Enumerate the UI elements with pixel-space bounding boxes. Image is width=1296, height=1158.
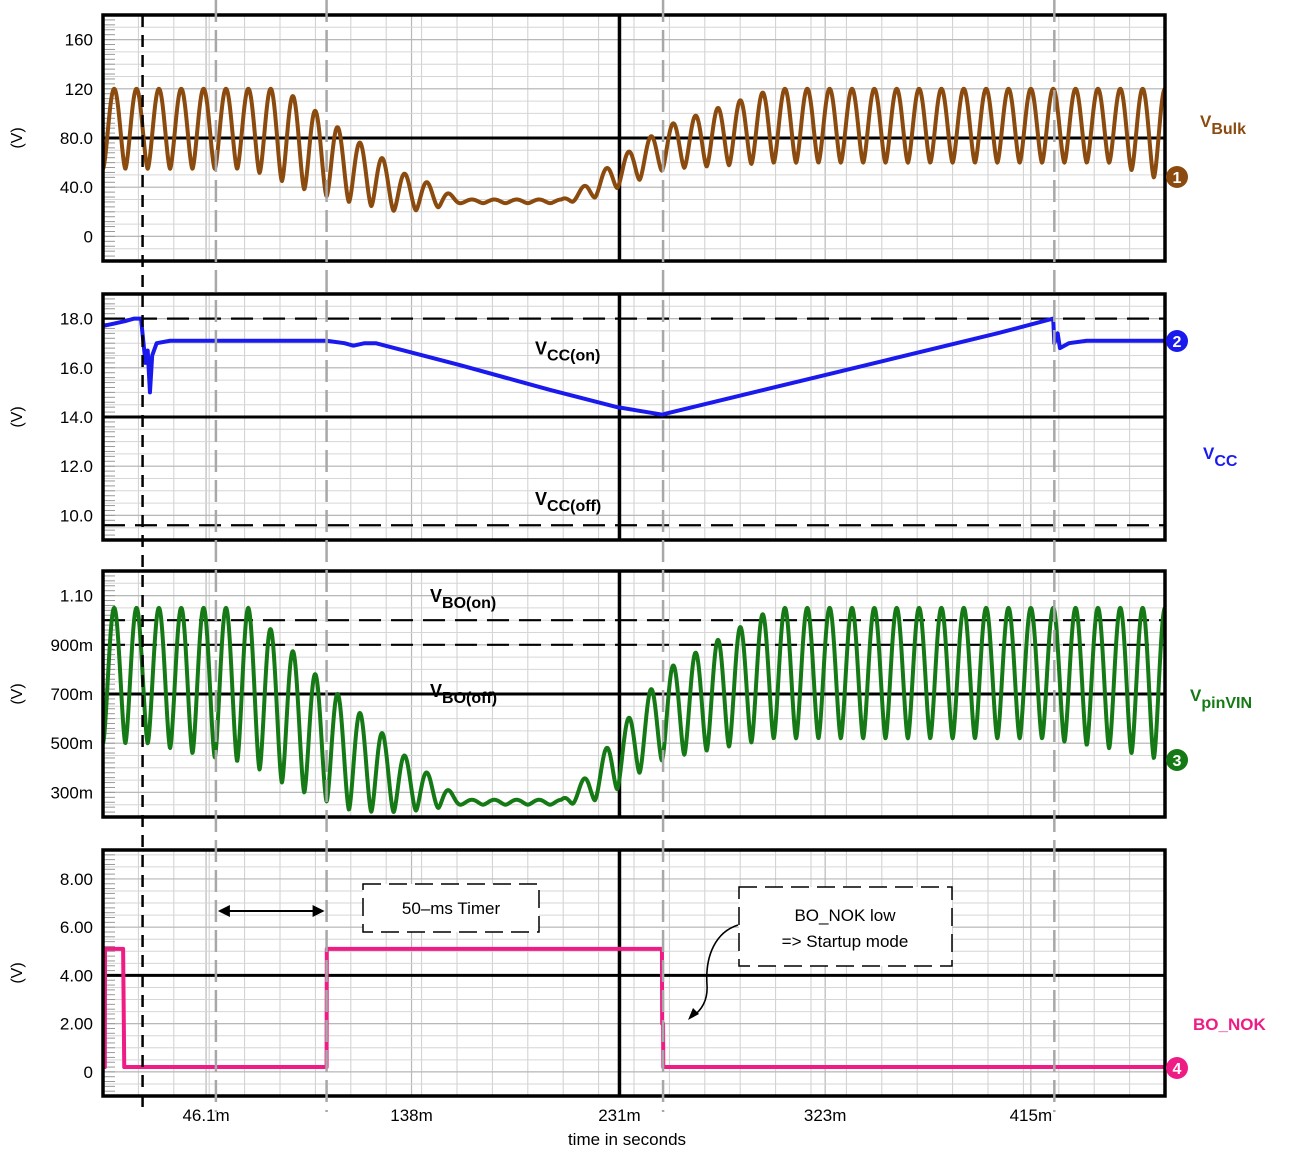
y-tick-label: 40.0 bbox=[60, 178, 93, 197]
x-tick-label: 323m bbox=[804, 1106, 847, 1125]
threshold-label: VBO(on) bbox=[430, 586, 496, 612]
channel-marker bbox=[1166, 330, 1188, 352]
threshold-label: VCC(on) bbox=[535, 339, 600, 365]
y-tick-label: 0 bbox=[84, 1063, 93, 1082]
x-axis-label: time in seconds bbox=[568, 1130, 686, 1149]
x-tick-label: 231m bbox=[598, 1106, 641, 1125]
signal-label-sub: pinVIN bbox=[1201, 695, 1252, 712]
channel-marker bbox=[1166, 166, 1188, 188]
y-tick-label: 0 bbox=[84, 227, 93, 246]
y-tick-label: 14.0 bbox=[60, 408, 93, 427]
startup-callout-arrowhead bbox=[688, 1008, 699, 1020]
threshold-label-sub: CC(off) bbox=[547, 498, 601, 515]
threshold-label-main: V bbox=[535, 339, 547, 359]
threshold-label-sub: BO(off) bbox=[442, 690, 497, 707]
startup-callout-line2: => Startup mode bbox=[782, 932, 909, 951]
y-tick-label: 700m bbox=[50, 685, 93, 704]
threshold-label-main: V bbox=[430, 681, 442, 701]
series-vbulk bbox=[101, 86, 1167, 213]
y-tick-label: 500m bbox=[50, 734, 93, 753]
y-tick-label: 300m bbox=[50, 783, 93, 802]
panel-vbulk: 160 120 80.0 40.0 0 (V) VBulk 1 bbox=[9, 13, 1246, 263]
y-tick-label: 12.0 bbox=[60, 457, 93, 476]
channel-marker-number: 3 bbox=[1173, 753, 1182, 770]
channel-marker-number: 1 bbox=[1173, 170, 1182, 187]
signal-label-main: V bbox=[1190, 686, 1202, 705]
y-axis-label: (V) bbox=[9, 127, 26, 148]
panel-bonok: 8.00 6.00 4.00 2.00 0 (V) BO_NOK 4 bbox=[9, 848, 1266, 1098]
startup-callout-box bbox=[738, 886, 953, 967]
threshold-label-sub: CC(on) bbox=[547, 348, 600, 365]
channel-marker-number: 2 bbox=[1173, 334, 1182, 351]
threshold-label-main: V bbox=[430, 586, 442, 606]
panel-frame bbox=[101, 13, 1167, 263]
threshold-label: VBO(off) bbox=[430, 681, 497, 707]
y-tick-label: 2.00 bbox=[60, 1015, 93, 1034]
channel-marker bbox=[1166, 1057, 1188, 1079]
signal-label-main: V bbox=[1200, 112, 1212, 131]
y-tick-label: 120 bbox=[65, 80, 93, 99]
signal-label-main: V bbox=[1203, 444, 1215, 463]
threshold-label: VCC(off) bbox=[535, 489, 601, 515]
y-tick-label: 10.0 bbox=[60, 506, 93, 525]
y-tick-label: 160 bbox=[65, 31, 93, 50]
timer-callout-text: 50–ms Timer bbox=[402, 899, 501, 918]
threshold-label-main: V bbox=[535, 489, 547, 509]
panel-frame bbox=[101, 848, 1167, 1098]
callouts: 50–ms Timer BO_NOK low => Startup mode bbox=[217, 883, 953, 1020]
y-tick-label: 900m bbox=[50, 636, 93, 655]
x-tick-label: 138m bbox=[390, 1106, 433, 1125]
signal-label: BO_NOK bbox=[1193, 1015, 1266, 1034]
panel-vcc: VCC(on)VCC(off)18.016.014.012.010.0(V)VC… bbox=[9, 292, 1238, 542]
timer-arrow-right bbox=[312, 905, 325, 917]
y-tick-label: 8.00 bbox=[60, 870, 93, 889]
x-tick-label: 46.1m bbox=[182, 1106, 229, 1125]
y-tick-label: 6.00 bbox=[60, 918, 93, 937]
threshold-label-sub: BO(on) bbox=[442, 595, 496, 612]
signal-label-main: BO_NOK bbox=[1193, 1015, 1266, 1034]
series-vpinvin bbox=[101, 605, 1167, 814]
signal-label-sub: Bulk bbox=[1211, 121, 1246, 138]
y-tick-label: 4.00 bbox=[60, 966, 93, 985]
x-tick-label: 415m bbox=[1010, 1106, 1053, 1125]
signal-label: VBulk bbox=[1200, 112, 1246, 138]
y-tick-label: 80.0 bbox=[60, 129, 93, 148]
channel-marker-number: 4 bbox=[1173, 1061, 1182, 1078]
y-tick-label: 18.0 bbox=[60, 310, 93, 329]
y-axis-label: (V) bbox=[9, 406, 26, 427]
signal-label-sub: CC bbox=[1214, 453, 1238, 470]
signal-label: VCC bbox=[1203, 444, 1238, 470]
timer-callout-box bbox=[362, 883, 540, 933]
y-tick-label: 1.10 bbox=[60, 587, 93, 606]
timer-arrow-left bbox=[217, 905, 230, 917]
channel-marker bbox=[1166, 749, 1188, 771]
startup-callout-leader bbox=[691, 924, 739, 1018]
y-tick-label: 16.0 bbox=[60, 359, 93, 378]
panel-frame bbox=[101, 569, 1167, 819]
startup-callout-line1: BO_NOK low bbox=[794, 906, 896, 925]
panel-frame bbox=[101, 292, 1167, 542]
y-axis-label: (V) bbox=[9, 683, 26, 704]
y-axis-label: (V) bbox=[9, 962, 26, 983]
signal-label: VpinVIN bbox=[1190, 686, 1252, 712]
